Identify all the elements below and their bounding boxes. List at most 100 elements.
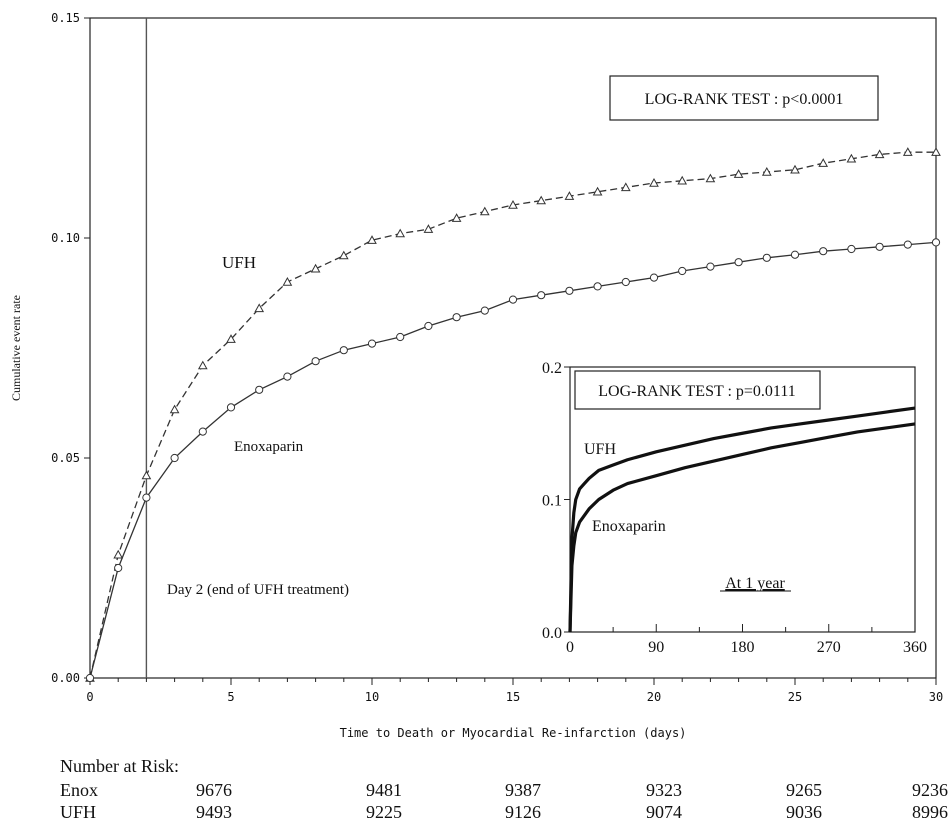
main-x-tick-label: 0 bbox=[86, 690, 93, 704]
inset-ufh-curve bbox=[568, 406, 916, 633]
inset-enoxaparin-label: Enoxaparin bbox=[592, 518, 666, 535]
ufh-point bbox=[761, 166, 772, 176]
inset-logrank-text: LOG-RANK TEST : p=0.0111 bbox=[598, 383, 795, 400]
enoxaparin-point bbox=[396, 332, 405, 342]
ufh-point bbox=[169, 404, 180, 414]
enoxaparin-point bbox=[452, 313, 461, 322]
ufh-point bbox=[254, 303, 265, 313]
enoxaparin-point bbox=[931, 238, 941, 247]
risk-cell: 9676 bbox=[196, 780, 232, 800]
inset-y-tick-label: 0.1 bbox=[542, 493, 562, 510]
ufh-point bbox=[451, 213, 462, 222]
main-x-tick-label: 30 bbox=[929, 690, 943, 704]
ufh-point bbox=[113, 549, 124, 559]
main-logrank-text: LOG-RANK TEST : p<0.0001 bbox=[645, 91, 844, 108]
ufh-point bbox=[282, 276, 293, 286]
inset-logrank-box bbox=[574, 370, 821, 410]
enoxaparin-point bbox=[565, 286, 574, 295]
enoxaparin-point bbox=[847, 244, 856, 254]
ufh-point bbox=[197, 360, 208, 370]
inset-plot: 0.0 0.1 0.2 0 90 180 270 360 LOG-RANK TEST : p… bbox=[535, 355, 933, 667]
ufh-point bbox=[508, 199, 518, 209]
risk-cell: 9481 bbox=[366, 780, 402, 800]
enoxaparin-point bbox=[508, 295, 518, 304]
ufh-point bbox=[790, 164, 800, 174]
enoxaparin-point bbox=[649, 273, 659, 282]
ufh-point bbox=[705, 173, 716, 183]
risk-row-label: UFH bbox=[60, 802, 97, 822]
inset-x-tick-label: 360 bbox=[903, 639, 927, 656]
ufh-point bbox=[395, 228, 406, 238]
enoxaparin-point bbox=[706, 262, 715, 271]
ufh-point bbox=[846, 153, 857, 163]
enoxaparin-point bbox=[226, 403, 236, 412]
day-2-annotation: Day 2 (end of UFH treatment) bbox=[167, 582, 349, 598]
inset-x-tick-label: 0 bbox=[566, 639, 574, 656]
enoxaparin-point bbox=[875, 242, 884, 251]
enoxaparin-point bbox=[311, 357, 320, 366]
ufh-point bbox=[338, 250, 349, 260]
enoxaparin-point bbox=[339, 346, 348, 355]
ufh-point bbox=[536, 195, 547, 205]
ufh-point bbox=[733, 169, 744, 178]
main-series-group bbox=[85, 147, 941, 683]
main-x-axis: 0 5 10 15 20 25 30 bbox=[86, 678, 943, 704]
ufh-point bbox=[367, 235, 377, 244]
ufh-point bbox=[874, 149, 885, 159]
ufh-point bbox=[818, 158, 829, 167]
inset-x-tick-label: 180 bbox=[731, 639, 755, 656]
risk-cell: 9225 bbox=[366, 802, 402, 822]
enoxaparin-point bbox=[480, 306, 489, 315]
ufh-point bbox=[310, 263, 321, 273]
ufh-point bbox=[649, 177, 659, 187]
enoxaparin-point bbox=[819, 247, 828, 256]
risk-row-enox: Enox 9676 9481 9387 9323 9265 9236 bbox=[0, 780, 951, 802]
enoxaparin-point bbox=[424, 321, 433, 331]
ufh-point bbox=[479, 206, 490, 216]
enoxaparin-series-label: Enoxaparin bbox=[234, 439, 304, 455]
ufh-point bbox=[564, 191, 575, 200]
inset-y-tick-label: 0.2 bbox=[542, 360, 562, 377]
number-at-risk-table: Number at Risk: Enox 9676 9481 9387 9323… bbox=[0, 756, 951, 825]
ufh-series-label: UFH bbox=[222, 253, 256, 272]
main-y-tick-label: 0.05 bbox=[51, 451, 80, 465]
inset-x-tick-label: 90 bbox=[648, 639, 664, 656]
inset-ufh-label: UFH bbox=[584, 441, 616, 458]
enoxaparin-point bbox=[255, 385, 264, 394]
enoxaparin-point bbox=[367, 339, 377, 348]
ufh-point bbox=[677, 175, 688, 185]
ufh-point bbox=[592, 186, 603, 196]
risk-row-ufh: UFH 9493 9225 9126 9074 9036 8996 bbox=[0, 802, 951, 824]
main-x-tick-label: 5 bbox=[227, 690, 234, 704]
main-plot: 0.000.050.100.15 0 5 10 15 20 25 30 Cumulative… bbox=[9, 11, 943, 740]
main-x-tick-label: 15 bbox=[506, 690, 520, 704]
x-axis-label: Time to Death or Myocardial Re-infarctio… bbox=[340, 726, 687, 740]
ufh-point bbox=[620, 182, 631, 192]
enoxaparin-point bbox=[734, 258, 743, 267]
ufh-point bbox=[141, 470, 152, 480]
enoxaparin-point bbox=[621, 277, 630, 287]
enoxaparin-point bbox=[170, 453, 179, 463]
main-x-tick-label: 20 bbox=[647, 690, 661, 704]
main-y-axis: 0.00 0.05 0.10 0.15 bbox=[51, 11, 90, 685]
risk-cell: 9387 bbox=[505, 780, 541, 800]
ufh-point bbox=[423, 224, 434, 233]
main-y-tick-label: 0.10 bbox=[51, 231, 80, 245]
risk-cell: 9493 bbox=[196, 802, 232, 822]
risk-row-label: Enox bbox=[60, 780, 98, 800]
enoxaparin-point bbox=[142, 493, 151, 502]
inset-series-group bbox=[568, 406, 916, 633]
risk-cell: 9036 bbox=[786, 802, 822, 822]
main-logrank-box bbox=[609, 75, 879, 121]
ufh-point bbox=[931, 147, 941, 156]
enoxaparin-point bbox=[678, 266, 687, 276]
inset-y-tick-label: 0.0 bbox=[542, 625, 562, 642]
enoxaparin-point bbox=[537, 291, 546, 300]
main-x-tick-label: 25 bbox=[788, 690, 802, 704]
enoxaparin-point bbox=[85, 673, 95, 683]
enoxaparin-point bbox=[762, 253, 771, 262]
enoxaparin-point bbox=[593, 282, 602, 291]
risk-cell: 9074 bbox=[646, 802, 682, 822]
inset-title: At 1 year bbox=[725, 575, 785, 592]
